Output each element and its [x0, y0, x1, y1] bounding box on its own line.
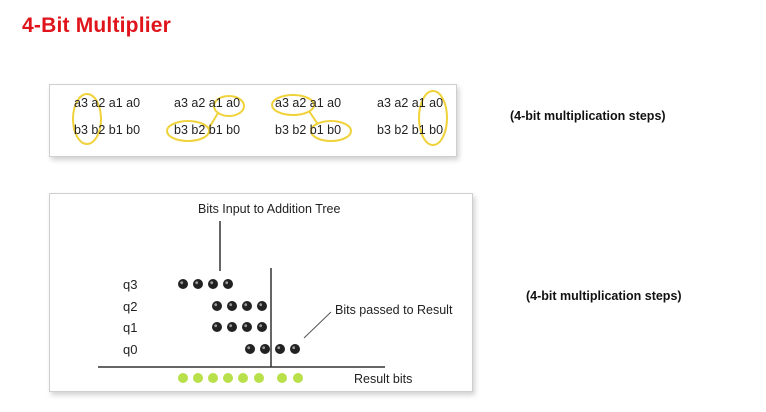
bit-row-b: b3 b2 b1 b0: [275, 123, 342, 137]
highlight-connector: [308, 110, 318, 124]
partial-product-dot: [223, 279, 233, 289]
result-bits-label: Result bits: [354, 372, 413, 386]
row-label-q3: q3: [123, 277, 138, 292]
row-label-q1: q1: [123, 320, 138, 335]
dot-highlight: [225, 281, 229, 285]
dot-highlight: [210, 281, 214, 285]
partial-products-panel: Bits Input to Addition Tree Bits passed …: [49, 193, 473, 392]
dot-highlight: [247, 346, 251, 350]
bit-row-b: b3 b2 b1 b0: [74, 123, 141, 137]
result-bit-dot: [208, 373, 218, 383]
partial-product-dot: [242, 301, 252, 311]
dot-highlight: [180, 281, 184, 285]
steps-caption: (4-bit multiplication steps): [510, 109, 666, 123]
dot-highlight: [259, 303, 263, 307]
highlight-ovals: [72, 90, 448, 146]
steps-caption: (4-bit multiplication steps): [526, 289, 682, 303]
dot-highlight: [214, 303, 218, 307]
bit-row-b: b3 b2 b1 b0: [377, 123, 444, 137]
partial-product-dot: [212, 301, 222, 311]
result-bit-dot: [223, 373, 233, 383]
result-bit-dot: [178, 373, 188, 383]
partial-product-dot: [227, 301, 237, 311]
partial-product-dot: [178, 279, 188, 289]
passed-pointer: [303, 311, 332, 339]
bit-row-a: a3 a2 a1 a0: [275, 96, 342, 110]
partial-products-diagram: [98, 221, 385, 383]
page-title: 4-Bit Multiplier: [22, 14, 172, 37]
dot-highlight: [214, 324, 218, 328]
highlight-oval: [271, 94, 315, 116]
bit-row-b: b3 b2 b1 b0: [174, 123, 241, 137]
dot-highlight: [244, 303, 248, 307]
partial-product-dot: [257, 301, 267, 311]
dot-highlight: [229, 303, 233, 307]
partial-product-dot: [208, 279, 218, 289]
partial-product-dot: [257, 322, 267, 332]
result-bit-dot: [254, 373, 264, 383]
highlight-connector: [208, 112, 219, 129]
bit-row-a: a3 a2 a1 a0: [74, 96, 141, 110]
partial-product-dot: [245, 344, 255, 354]
highlight-oval: [166, 120, 210, 142]
dot-highlight: [229, 324, 233, 328]
dot-highlight: [292, 346, 296, 350]
partial-product-dot: [193, 279, 203, 289]
dot-highlight: [195, 281, 199, 285]
partial-product-dots: [178, 279, 303, 383]
dot-highlight: [262, 346, 266, 350]
bit-row-a: a3 a2 a1 a0: [377, 96, 444, 110]
dot-highlight: [259, 324, 263, 328]
partial-product-dot: [290, 344, 300, 354]
dot-highlight: [244, 324, 248, 328]
highlight-oval: [213, 95, 245, 117]
result-bit-dot: [277, 373, 287, 383]
bit-row-a: a3 a2 a1 a0: [174, 96, 241, 110]
partial-product-dot: [212, 322, 222, 332]
dot-highlight: [277, 346, 281, 350]
bits-passed-label: Bits passed to Result: [335, 303, 453, 317]
highlight-oval: [418, 90, 448, 146]
row-label-q2: q2: [123, 299, 138, 314]
row-label-q0: q0: [123, 342, 138, 357]
multiplication-steps-panel: a3 a2 a1 a0 b3 b2 b1 b0 a3 a2 a1 a0 b3 b…: [49, 84, 457, 157]
addition-tree-label: Bits Input to Addition Tree: [198, 202, 341, 216]
partial-product-dot: [242, 322, 252, 332]
highlight-oval: [72, 93, 102, 145]
partial-product-dot: [260, 344, 270, 354]
partial-product-dot: [275, 344, 285, 354]
highlight-oval: [310, 120, 352, 142]
result-bit-dot: [238, 373, 248, 383]
result-bit-dot: [193, 373, 203, 383]
result-bit-dot: [293, 373, 303, 383]
partial-product-dot: [227, 322, 237, 332]
